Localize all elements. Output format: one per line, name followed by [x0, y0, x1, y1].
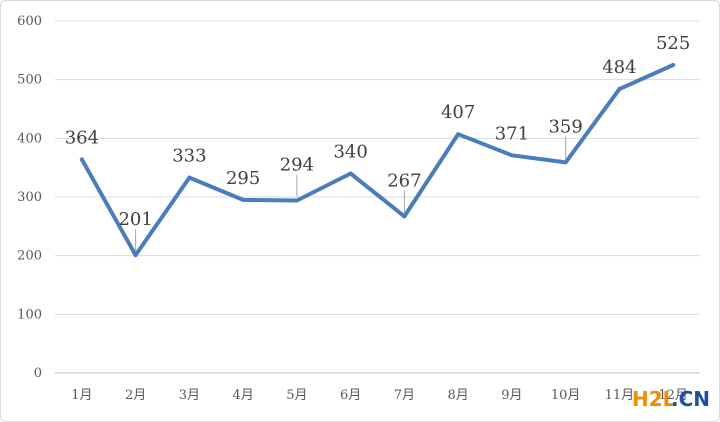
data-point — [617, 87, 622, 92]
data-label: 294 — [280, 155, 314, 176]
data-point — [79, 157, 84, 162]
x-tick-label: 9月 — [501, 388, 522, 403]
data-label: 201 — [118, 209, 152, 230]
x-tick-label: 1月 — [71, 388, 92, 403]
data-label: 371 — [495, 123, 529, 144]
watermark-text-b: .CN — [671, 387, 710, 411]
x-tick-label: 6月 — [340, 388, 361, 403]
y-tick-label: 0 — [34, 366, 42, 381]
data-point — [241, 197, 246, 202]
data-label: 525 — [656, 33, 690, 54]
data-point — [294, 198, 299, 203]
y-tick-label: 500 — [17, 73, 42, 88]
data-label: 364 — [65, 127, 99, 148]
data-label: 484 — [602, 57, 636, 78]
data-point — [402, 214, 407, 219]
y-tick-label: 600 — [17, 14, 42, 29]
x-tick-label: 2月 — [125, 388, 146, 403]
data-label: 407 — [441, 102, 475, 123]
y-axis-ticks: 0 100 200 300 400 500 600 — [17, 14, 42, 381]
y-tick-label: 200 — [17, 249, 42, 264]
series-line — [79, 63, 676, 258]
data-point — [348, 171, 353, 176]
x-tick-label: 3月 — [179, 388, 200, 403]
y-tick-label: 300 — [17, 190, 42, 205]
x-tick-label: 8月 — [447, 388, 468, 403]
watermark: H2L .CN — [632, 387, 710, 411]
data-labels: 364 201 333 295 294 340 267 407 371 359 484 525 — [65, 33, 690, 252]
data-label: 340 — [333, 142, 367, 163]
data-point — [456, 132, 461, 137]
y-tick-label: 400 — [17, 131, 42, 146]
data-point — [671, 63, 676, 67]
gridlines — [55, 20, 700, 374]
data-label: 359 — [548, 116, 582, 137]
x-tick-label: 7月 — [394, 388, 415, 403]
data-point — [563, 160, 568, 165]
x-tick-label: 12月 — [658, 388, 688, 403]
x-tick-label: 5月 — [286, 388, 307, 403]
x-axis-ticks: 1月 2月 3月 4月 5月 6月 7月 8月 9月 10月 11月 12月 — [71, 388, 688, 403]
y-tick-label: 100 — [17, 307, 42, 322]
data-point — [509, 153, 514, 158]
data-label: 267 — [387, 170, 421, 191]
x-tick-label: 4月 — [232, 388, 253, 403]
data-label: 295 — [226, 168, 260, 189]
data-label: 333 — [172, 146, 206, 167]
data-point — [133, 253, 138, 258]
x-tick-label: 10月 — [551, 388, 581, 403]
watermark-text-a: H2L — [632, 387, 676, 411]
series-layer — [79, 63, 676, 258]
x-tick-label: 11月 — [605, 388, 635, 403]
data-point — [187, 175, 192, 180]
